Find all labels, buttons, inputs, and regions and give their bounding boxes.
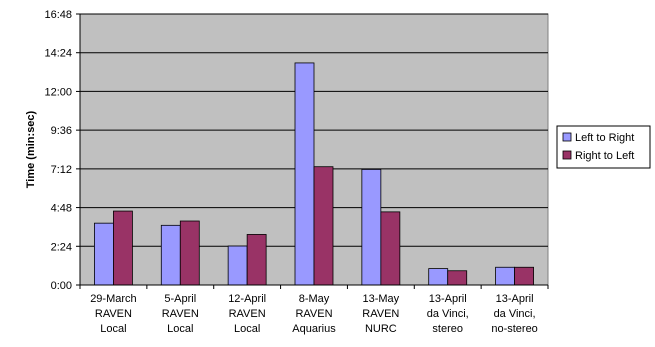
y-tick-label: 14:24 [44, 48, 72, 60]
bar-left-to-right [227, 245, 248, 286]
bar-right-to-left [179, 220, 200, 286]
legend-swatch [562, 132, 572, 142]
y-axis-ticks: 0:00 2:24 4:48 7:12 9:36 12:00 14:24 16:48 [44, 9, 81, 292]
x-category-label: 13-April da Vinci, stereo [427, 293, 469, 335]
bar-right-to-left [246, 234, 267, 286]
y-axis-label: Time (min:sec) [25, 110, 37, 188]
legend-swatch [562, 150, 572, 160]
bar-left-to-right [160, 224, 181, 286]
bar-right-to-left [447, 270, 468, 286]
x-category-label: 5-April RAVEN Local [162, 293, 199, 335]
y-tick-label: 16:48 [44, 9, 72, 21]
bar-right-to-left [514, 266, 534, 286]
y-tick-label: 2:24 [51, 241, 72, 253]
x-category-label: 12-April RAVEN Local [228, 293, 266, 335]
bar-right-to-left [313, 166, 334, 286]
y-tick-label: 12:00 [44, 86, 72, 98]
x-category-label: 13-May RAVEN NURC [362, 293, 399, 335]
x-category-label: 13-April da Vinci, no-stereo [491, 293, 537, 335]
x-category-label: 8-May RAVEN Aquarius [292, 293, 336, 335]
bar-left-to-right [94, 222, 114, 286]
y-tick-label: 9:36 [51, 125, 72, 137]
x-category-label: 29-March RAVEN Local [90, 293, 136, 335]
y-tick-label: 0:00 [51, 280, 72, 292]
x-axis-categories: 29-March RAVEN Local 5-April RAVEN Local 12-Ap… [79, 284, 549, 335]
legend-label: Right to Left [575, 150, 634, 162]
bar-left-to-right [361, 168, 382, 286]
legend-label: Left to Right [575, 132, 634, 144]
bar-right-to-left [380, 211, 401, 286]
bar-left-to-right [294, 62, 315, 286]
bars [94, 62, 534, 286]
y-tick-label: 4:48 [51, 203, 72, 215]
bar-left-to-right [428, 268, 449, 286]
bar-left-to-right [495, 266, 515, 286]
legend-box [556, 125, 651, 169]
legend: Left to Right Right to Left [556, 125, 651, 169]
y-tick-label: 7:12 [51, 164, 72, 176]
bar-right-to-left [113, 210, 133, 286]
